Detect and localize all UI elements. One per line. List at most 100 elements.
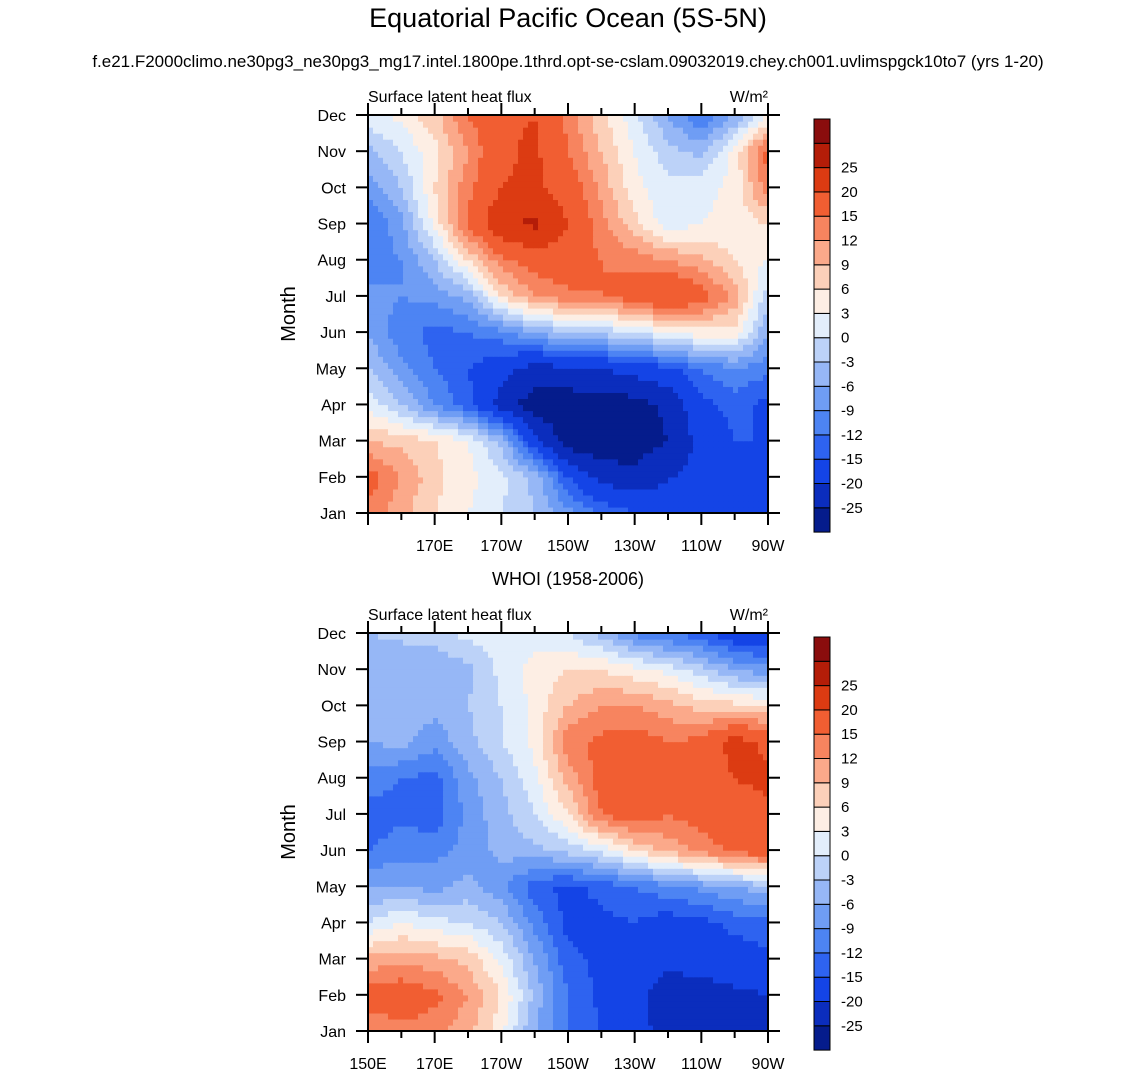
heatmap-cell: [543, 271, 549, 279]
heatmap-cell: [478, 332, 484, 339]
heatmap-cell: [413, 404, 419, 412]
heatmap-cell: [703, 380, 709, 387]
heatmap-cell: [683, 223, 689, 231]
heatmap-cell: [688, 247, 694, 255]
heatmap-cell: [753, 241, 759, 249]
heatmap-cell: [508, 392, 514, 400]
heatmap-cell: [633, 301, 639, 309]
heatmap-cell: [498, 452, 504, 460]
heatmap-cell: [713, 259, 719, 267]
heatmap-cell: [688, 314, 694, 321]
heatmap-cell: [623, 211, 629, 219]
heatmap-cell: [513, 416, 519, 424]
heatmap-cell: [398, 380, 404, 387]
heatmap-cell: [613, 265, 619, 273]
heatmap-cell: [728, 235, 734, 243]
heatmap-cell: [403, 301, 409, 309]
heatmap-cell: [563, 422, 569, 430]
heatmap-cell: [663, 151, 669, 158]
heatmap-cell: [563, 151, 569, 158]
heatmap-cell: [453, 422, 459, 430]
heatmap-cell: [473, 356, 479, 363]
heatmap-cell: [468, 428, 474, 436]
heatmap-cell: [668, 452, 674, 460]
heatmap-cell: [623, 464, 629, 472]
heatmap-cell: [583, 289, 589, 297]
heatmap-cell: [748, 181, 754, 188]
heatmap-cell: [548, 386, 554, 393]
heatmap-cell: [418, 241, 424, 249]
heatmap-cell: [558, 235, 564, 243]
heatmap-cell: [403, 494, 409, 502]
heatmap-cell: [458, 332, 464, 339]
heatmap-cell: [633, 428, 639, 436]
heatmap-cell: [638, 344, 644, 351]
heatmap-cell: [493, 271, 499, 279]
heatmap-cell: [738, 145, 744, 152]
heatmap-cell: [463, 452, 469, 460]
heatmap-cell: [728, 229, 734, 237]
heatmap-cell: [633, 344, 639, 351]
heatmap-cell: [718, 289, 724, 297]
heatmap-cell: [753, 338, 759, 345]
heatmap-cell: [568, 277, 574, 285]
heatmap-cell: [658, 440, 664, 448]
heatmap-cell: [543, 295, 549, 303]
heatmap-cell: [448, 169, 454, 176]
heatmap-cell: [458, 380, 464, 387]
heatmap-cell: [698, 470, 704, 478]
heatmap-cell: [573, 307, 579, 315]
heatmap-cell: [408, 145, 414, 152]
heatmap-cell: [498, 211, 504, 219]
heatmap-cell: [563, 452, 569, 460]
heatmap-cell: [583, 410, 589, 418]
heatmap-cell: [578, 139, 584, 146]
heatmap-cell: [578, 253, 584, 261]
heatmap-cell: [593, 211, 599, 219]
heatmap-cell: [548, 434, 554, 442]
heatmap-cell: [523, 133, 529, 140]
heatmap-cell: [553, 235, 559, 243]
heatmap-cell: [578, 470, 584, 478]
heatmap-cell: [573, 187, 579, 194]
heatmap-cell: [763, 332, 769, 339]
heatmap-cell: [558, 368, 564, 375]
heatmap-cell: [608, 163, 614, 170]
heatmap-cell: [668, 307, 674, 315]
heatmap-cell: [438, 223, 444, 231]
heatmap-cell: [373, 368, 379, 375]
heatmap-cell: [638, 314, 644, 321]
heatmap-cell: [618, 350, 624, 357]
heatmap-cell: [413, 422, 419, 430]
heatmap-cell: [683, 506, 689, 514]
heatmap-cell: [688, 338, 694, 345]
heatmap-cell: [733, 422, 739, 430]
heatmap-cell: [408, 241, 414, 249]
heatmap-cell: [698, 416, 704, 424]
heatmap-cell: [423, 350, 429, 357]
heatmap-cell: [623, 295, 629, 303]
heatmap-cell: [633, 169, 639, 176]
heatmap-cell: [418, 253, 424, 261]
heatmap-cell: [493, 139, 499, 146]
heatmap-cell: [503, 410, 509, 418]
heatmap-cell: [413, 307, 419, 315]
heatmap-cell: [553, 157, 559, 164]
heatmap-cell: [588, 470, 594, 478]
heatmap-cell: [763, 151, 769, 158]
heatmap-cell: [568, 386, 574, 393]
heatmap-cell: [738, 307, 744, 315]
heatmap-cell: [748, 374, 754, 381]
heatmap-cell: [498, 422, 504, 430]
heatmap-cell: [713, 422, 719, 430]
heatmap-cell: [373, 283, 379, 291]
heatmap-cell: [483, 199, 489, 207]
heatmap-cell: [693, 326, 699, 333]
heatmap-cell: [693, 211, 699, 219]
heatmap-cell: [463, 307, 469, 315]
heatmap-cell: [393, 163, 399, 170]
heatmap-cell: [653, 398, 659, 406]
heatmap-cell: [758, 326, 764, 333]
heatmap-cell: [733, 277, 739, 285]
heatmap-cell: [683, 229, 689, 237]
